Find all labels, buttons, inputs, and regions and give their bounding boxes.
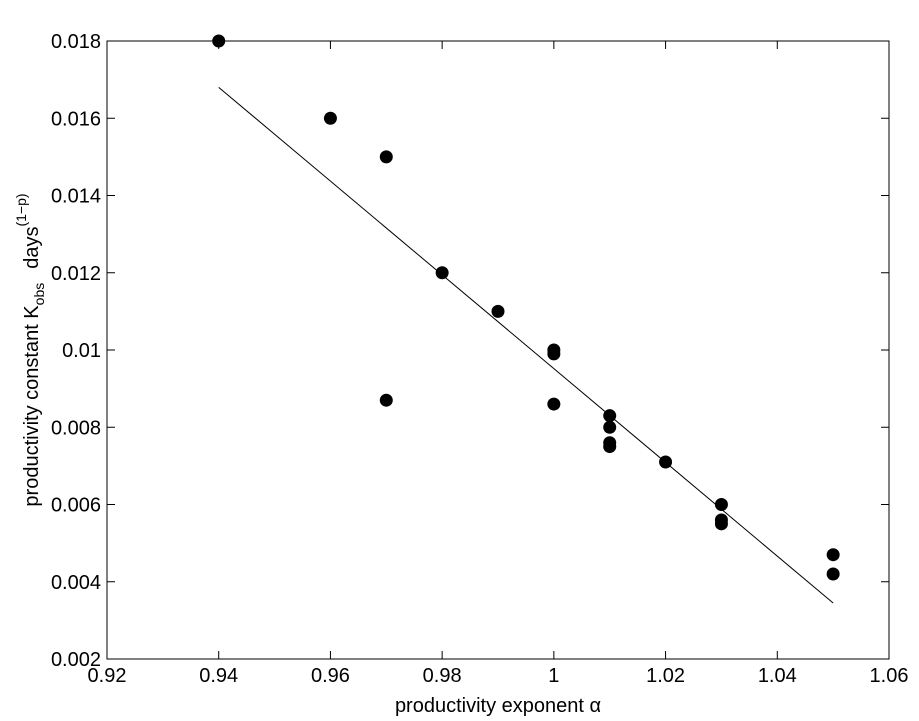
data-point bbox=[714, 517, 728, 531]
fit-line-group bbox=[218, 86, 834, 604]
svg-text:productivity constant Kobsdays: productivity constant Kobs days(1−p) bbox=[13, 193, 47, 506]
data-point bbox=[603, 440, 617, 454]
data-point bbox=[826, 548, 840, 562]
y-tick-label: 0.006 bbox=[51, 495, 101, 517]
y-tick-label: 0.016 bbox=[51, 108, 101, 130]
y-tick-label: 0.018 bbox=[51, 31, 101, 53]
y-axis-label-main: productivity constant K bbox=[21, 305, 43, 507]
x-tick-label: 0.96 bbox=[311, 665, 350, 687]
y-axis-label: productivity constant Kobs days(1−p) bbox=[13, 193, 47, 506]
data-point bbox=[826, 567, 840, 581]
plot-area bbox=[106, 40, 890, 660]
data-point bbox=[603, 409, 617, 423]
data-point bbox=[547, 347, 561, 361]
data-point bbox=[435, 266, 449, 280]
data-point bbox=[603, 420, 617, 434]
data-point bbox=[491, 304, 505, 318]
y-tick-label: 0.008 bbox=[51, 417, 101, 439]
x-tick-label: 1.06 bbox=[870, 665, 909, 687]
data-point bbox=[547, 397, 561, 411]
y-tick-label: 0.012 bbox=[51, 263, 101, 285]
y-tick-label: 0.004 bbox=[51, 572, 101, 594]
x-tick-label: 1 bbox=[548, 665, 559, 687]
axis-ticks: 0.92 0.94 0.96 0.98 1 1.02 1.04 1.06 0.002 0.004 0… bbox=[51, 31, 909, 687]
y-axis-label-unit: days bbox=[21, 227, 43, 269]
data-points bbox=[212, 34, 840, 581]
regression-line bbox=[218, 86, 834, 604]
data-point bbox=[379, 150, 393, 164]
x-tick-label: 1.02 bbox=[646, 665, 685, 687]
y-axis-label-superscript: (1−p) bbox=[13, 193, 29, 226]
x-tick-label: 0.98 bbox=[423, 665, 462, 687]
data-point bbox=[323, 111, 337, 125]
y-tick-label: 0.002 bbox=[51, 649, 101, 671]
y-tick-label: 0.01 bbox=[62, 340, 101, 362]
y-axis-label-subscript: obs bbox=[31, 283, 47, 306]
x-axis-label: productivity exponent α bbox=[395, 695, 601, 717]
data-point bbox=[659, 455, 673, 469]
x-tick-label: 1.04 bbox=[758, 665, 797, 687]
data-point bbox=[212, 34, 226, 48]
data-point bbox=[379, 393, 393, 407]
y-tick-label: 0.014 bbox=[51, 186, 101, 208]
x-tick-label: 0.92 bbox=[88, 665, 127, 687]
data-point bbox=[714, 498, 728, 511]
x-tick-label: 0.94 bbox=[199, 665, 238, 687]
